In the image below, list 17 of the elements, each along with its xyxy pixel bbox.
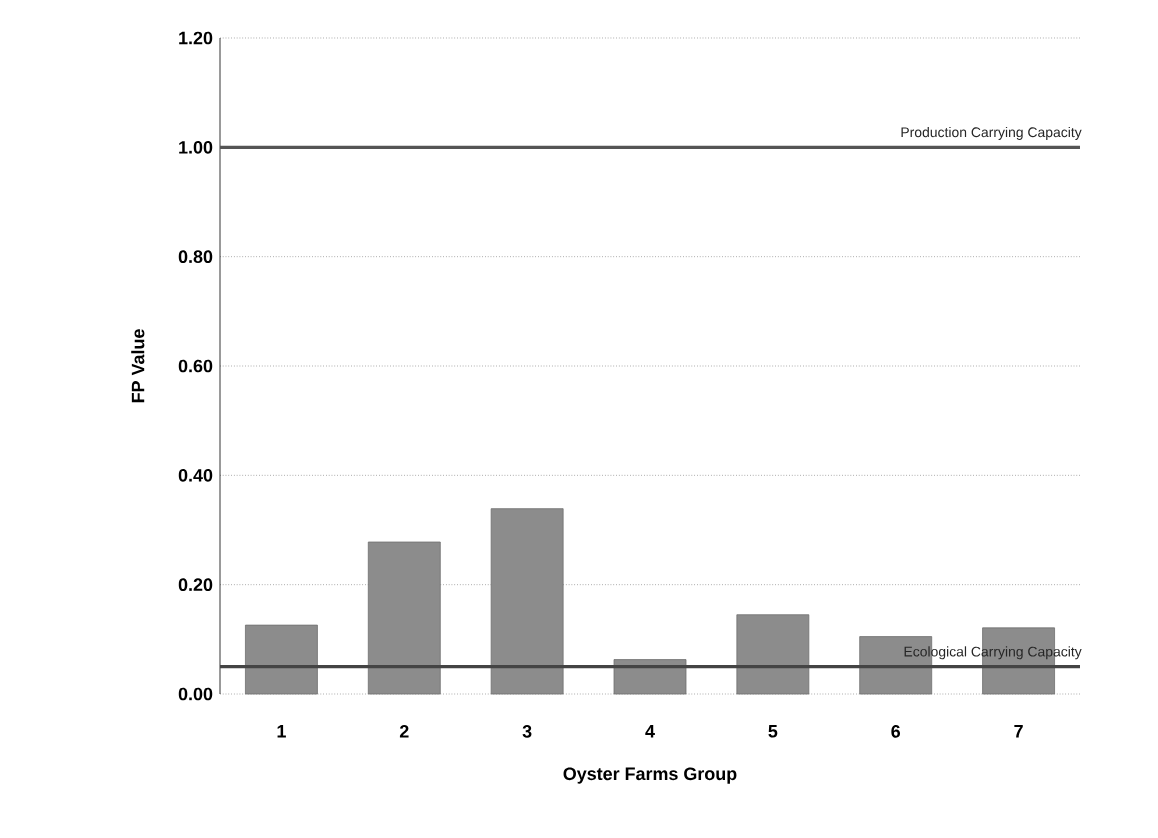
x-tick-label: 7 [1014,725,1023,738]
x-tick-label: 6 [891,725,901,738]
y-tick-label: 0.00 [178,687,213,701]
y-tick-label: 0.60 [178,359,213,373]
y-axis-title: FP Value [131,329,145,403]
x-tick-label: 2 [399,725,409,738]
y-tick-label: 1.00 [179,140,213,154]
bar [613,659,687,695]
x-tick-label: 1 [277,725,286,738]
y-tick-label: 0.80 [178,250,213,264]
y-tick-label: 0.40 [178,468,213,482]
x-tick-label: 4 [645,725,655,738]
x-tick-label: 5 [768,725,778,738]
x-tick-label: 3 [522,725,532,738]
y-tick-label: 0.20 [178,578,213,592]
y-tick-label: 1.20 [179,31,213,45]
x-axis-title: Oyster Farms Group [563,767,737,784]
